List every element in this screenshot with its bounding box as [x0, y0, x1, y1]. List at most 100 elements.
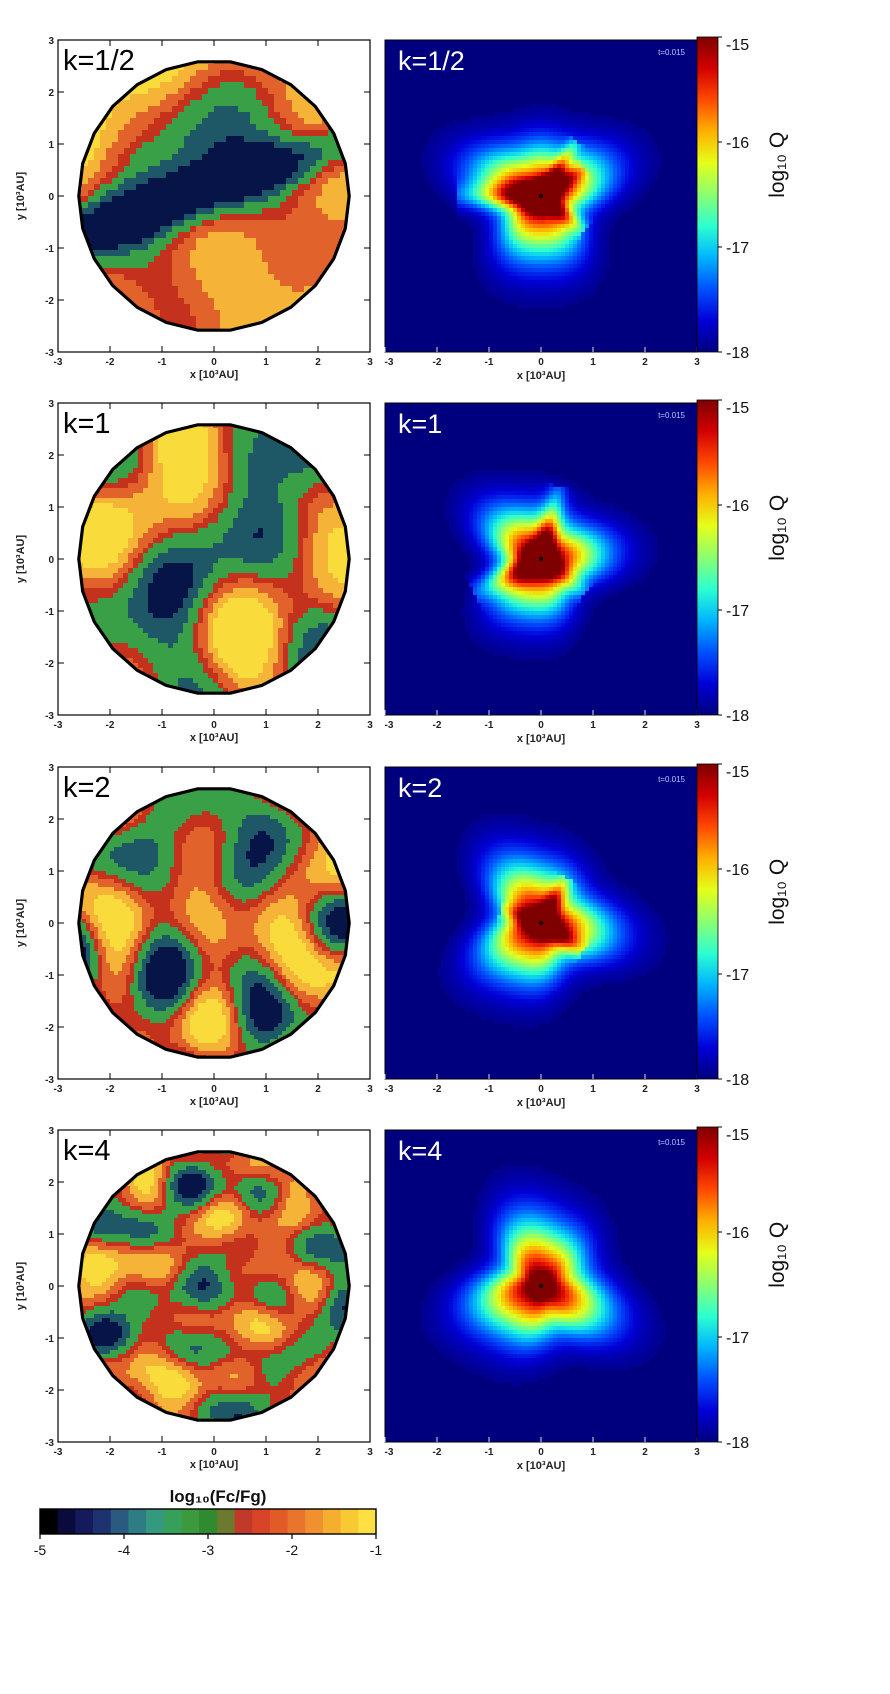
q-colorbar-tick-label: -18	[726, 345, 749, 362]
fc-x-tick-label: -1	[158, 357, 167, 368]
fc-x-tick-label: 3	[367, 720, 373, 731]
q-x-tick-label: -3	[385, 357, 394, 368]
q-center-marker	[538, 556, 544, 562]
q-colorbar-2: -15 -16 -17 -18 log₁₀ Q	[696, 763, 789, 1089]
fc-y-tick-label: 0	[48, 555, 54, 566]
q-x-tick-label: -3	[385, 1084, 394, 1095]
disc-boundary	[77, 60, 351, 332]
disc-boundary	[77, 1150, 351, 1422]
q-colorbar-tick-label: -15	[726, 1127, 749, 1144]
q-x-tick-label: -2	[433, 720, 442, 731]
q-x-tick-label: -2	[433, 1084, 442, 1095]
q-panel-label: k=1/2	[398, 46, 465, 76]
q-x-tick-label: 0	[538, 357, 544, 368]
fc-x-tick-label: 0	[211, 357, 217, 368]
q-panel-label: k=1	[398, 409, 442, 439]
fc-panel-3: -3 -2 -1 0 1 2 3 -3 -2 -1 0 1 2 3 x [10³AU] y [10³AU] k=…	[15, 1126, 373, 1471]
q-x-tick-label: 2	[642, 357, 648, 368]
fc-y-tick-label: -3	[45, 1075, 54, 1086]
fc-x-tick-label: -3	[54, 720, 63, 731]
fc-y-axis-label: y [10³AU]	[15, 899, 27, 948]
fc-panel-0: -3 -2 -1 0 1 2 3 -3 -2 -1 0 1 2 3 x [10³AU] y [10³AU] k=…	[15, 36, 373, 381]
fc-x-tick-label: -1	[158, 1447, 167, 1458]
fc-x-tick-label: -3	[54, 1447, 63, 1458]
q-colorbar-tick-label: -15	[726, 400, 749, 417]
fc-panel-label: k=1	[63, 408, 111, 440]
fc-y-tick-label: -2	[45, 1386, 54, 1397]
q-x-tick-label: 3	[694, 1084, 700, 1095]
fc-colorbar-band	[110, 1509, 129, 1534]
q-time-label: t=0.015	[658, 411, 685, 420]
q-x-tick-label: -3	[385, 720, 394, 731]
fc-y-tick-label: -3	[45, 1438, 54, 1449]
q-x-tick-label: 0	[538, 1084, 544, 1095]
q-x-tick-label: -1	[485, 357, 494, 368]
fc-y-tick-label: 3	[48, 763, 54, 774]
q-field	[421, 1166, 666, 1387]
q-time-label: t=0.015	[658, 775, 685, 784]
q-colorbar-tick-label: -17	[726, 240, 749, 257]
fc-y-tick-label: 2	[48, 88, 54, 99]
fc-y-tick-label: -1	[45, 1334, 54, 1345]
fc-y-tick-label: 3	[48, 1126, 54, 1137]
fc-x-tick-label: -2	[106, 720, 115, 731]
fc-x-axis-label: x [10³AU]	[190, 1459, 239, 1471]
fc-y-tick-label: -1	[45, 971, 54, 982]
q-panel-0: -3 -2 -1 0 1 2 3 x [10³AU] k=1/2 t=0.015	[384, 39, 700, 382]
fc-y-tick-label: -3	[45, 711, 54, 722]
fc-colorbar-band	[75, 1509, 94, 1534]
fc-colorbar-tick-label: -5	[34, 1542, 47, 1558]
fc-x-tick-label: 1	[263, 720, 269, 731]
q-colorbar-tick-label: -16	[726, 135, 749, 152]
fc-colorbar-band	[252, 1509, 271, 1534]
q-x-axis-label: x [10³AU]	[517, 1460, 566, 1472]
q-x-tick-label: -1	[485, 1447, 494, 1458]
fc-x-tick-label: 2	[315, 1447, 321, 1458]
fc-colorbar-tick-label: -2	[286, 1542, 299, 1558]
q-x-tick-label: -2	[433, 357, 442, 368]
q-field	[437, 815, 670, 1028]
q-colorbar-tick-label: -15	[726, 764, 749, 781]
fc-panel-label: k=4	[63, 1135, 111, 1167]
fc-y-tick-label: 1	[48, 503, 54, 514]
fc-y-tick-label: 0	[48, 192, 54, 203]
q-colorbar-0: -15 -16 -17 -18 log₁₀ Q	[696, 36, 789, 362]
q-x-tick-label: 2	[642, 1084, 648, 1095]
q-panel-label: k=4	[398, 1136, 442, 1166]
fc-panel-label: k=2	[63, 772, 111, 804]
fc-x-tick-label: 2	[315, 357, 321, 368]
q-x-tick-label: 2	[642, 1447, 648, 1458]
q-center-marker	[538, 920, 544, 926]
q-panel-label: k=2	[398, 773, 442, 803]
fc-y-tick-label: 3	[48, 36, 54, 47]
fc-x-tick-label: 1	[263, 1084, 269, 1095]
q-colorbar-tick-label: -18	[726, 708, 749, 725]
fc-x-tick-label: -2	[106, 1084, 115, 1095]
q-x-tick-label: 2	[642, 720, 648, 731]
q-x-tick-label: 3	[694, 1447, 700, 1458]
fc-x-tick-label: 0	[211, 1447, 217, 1458]
fc-y-tick-label: -2	[45, 659, 54, 670]
fc-x-axis-label: x [10³AU]	[190, 732, 239, 744]
fc-y-tick-label: -1	[45, 607, 54, 618]
q-x-tick-label: -2	[433, 1447, 442, 1458]
fc-colorbar-label: log₁₀(Fc/Fg)	[170, 1487, 267, 1506]
q-time-label: t=0.015	[658, 1138, 685, 1147]
q-colorbar-label: log₁₀ Q	[766, 1222, 789, 1288]
fc-colorbar-band	[128, 1509, 147, 1534]
q-colorbar-label: log₁₀ Q	[766, 495, 789, 561]
q-colorbar-tick-label: -17	[726, 603, 749, 620]
q-colorbar-gradient	[696, 1126, 719, 1443]
fc-x-tick-label: 3	[367, 1084, 373, 1095]
q-x-tick-label: 1	[590, 720, 596, 731]
fc-colorbar-band	[234, 1509, 253, 1534]
fc-y-tick-label: 2	[48, 451, 54, 462]
q-time-label: t=0.015	[658, 48, 685, 57]
fc-colorbar-tick-label: -4	[118, 1542, 131, 1558]
fc-colorbar-band	[199, 1509, 218, 1534]
q-colorbar-gradient	[696, 399, 719, 716]
fc-x-tick-label: -1	[158, 720, 167, 731]
fc-colorbar: -5 -4 -3 -2 -1 log₁₀(Fc/Fg)	[34, 1487, 383, 1558]
fc-colorbar-band	[40, 1509, 59, 1534]
q-panel-2: -3 -2 -1 0 1 2 3 x [10³AU] k=2 t=0.015	[384, 766, 700, 1109]
